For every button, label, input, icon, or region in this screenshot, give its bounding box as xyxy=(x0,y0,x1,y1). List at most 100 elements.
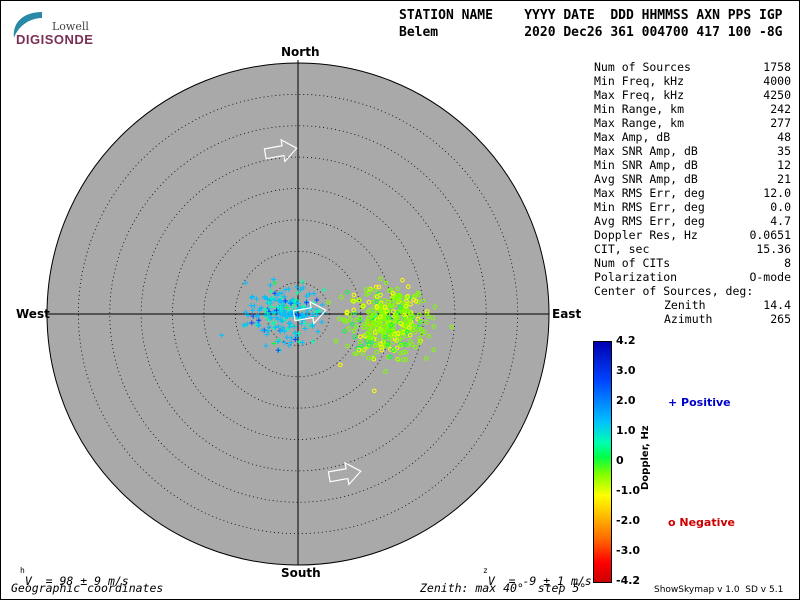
positive-source-point xyxy=(291,324,297,330)
negative-source-point xyxy=(400,277,405,283)
negative-source-point xyxy=(369,333,375,339)
positive-source-point xyxy=(310,338,316,344)
negative-source-point xyxy=(415,316,421,322)
positive-source-point xyxy=(272,297,278,303)
positive-source-point xyxy=(268,288,274,294)
positive-source-point xyxy=(284,304,290,310)
negative-source-point xyxy=(398,304,403,310)
negative-source-point xyxy=(390,333,395,338)
positive-source-point xyxy=(275,347,281,353)
negative-source-point xyxy=(388,322,394,328)
negative-source-point xyxy=(372,288,378,293)
positive-source-point xyxy=(278,304,283,310)
positive-source-point xyxy=(299,279,305,285)
stat-label: Min RMS Err, deg xyxy=(594,200,705,214)
positive-source-point xyxy=(270,321,276,327)
negative-source-point xyxy=(409,313,415,319)
negative-source-point xyxy=(354,351,360,356)
positive-source-point xyxy=(276,309,282,315)
negative-source-point xyxy=(407,317,413,323)
negative-source-point xyxy=(398,343,403,348)
vertical-velocity: V = -9 ± 1 m/s z xyxy=(474,560,592,602)
negative-source-point xyxy=(393,299,399,304)
positive-source-point xyxy=(280,303,286,309)
negative-source-point xyxy=(333,338,339,344)
negative-source-point xyxy=(351,292,357,298)
positive-source-point xyxy=(262,307,268,313)
negative-source-point xyxy=(366,290,372,296)
positive-source-point xyxy=(283,287,289,293)
positive-source-point xyxy=(294,333,300,339)
negative-source-point xyxy=(395,286,400,292)
positive-source-point xyxy=(271,277,277,282)
positive-source-point xyxy=(281,294,287,300)
negative-source-point xyxy=(404,329,410,335)
positive-source-point xyxy=(243,280,249,286)
positive-source-point xyxy=(250,308,256,313)
negative-source-point xyxy=(344,310,350,316)
negative-source-point xyxy=(387,336,392,341)
positive-source-point xyxy=(255,313,261,319)
positive-source-point xyxy=(292,330,298,336)
negative-source-point xyxy=(369,339,375,345)
negative-source-point xyxy=(383,280,389,286)
negative-source-point xyxy=(400,357,406,363)
positive-source-point xyxy=(315,312,321,318)
positive-source-point xyxy=(302,326,308,331)
negative-source-point xyxy=(395,357,401,362)
positive-source-point xyxy=(219,332,225,338)
stat-label: Max RMS Err, deg xyxy=(594,186,705,200)
negative-source-point xyxy=(392,313,397,319)
positive-source-point xyxy=(282,311,288,317)
stat-row: Max Range, km 277 xyxy=(594,116,791,130)
doppler-colorbar xyxy=(593,341,612,583)
negative-source-point xyxy=(402,308,408,313)
stat-row: Min SNR Amp, dB 12 xyxy=(594,158,791,172)
positive-source-point xyxy=(302,320,308,326)
software-version: ShowSkymap v 1.0 SD v 5.1 xyxy=(654,585,784,595)
compass-west: West xyxy=(16,307,50,321)
positive-source-point xyxy=(279,290,285,296)
positive-source-point xyxy=(243,309,249,315)
positive-source-point xyxy=(264,332,270,337)
negative-source-point xyxy=(370,355,376,360)
colorbar-tick-label: -1.0 xyxy=(616,484,641,497)
negative-source-point xyxy=(372,330,378,335)
negative-source-point xyxy=(374,305,380,310)
stat-value: 15.36 xyxy=(756,242,791,256)
negative-source-point xyxy=(431,347,437,353)
negative-source-point xyxy=(378,276,383,282)
negative-source-point xyxy=(365,309,371,315)
stat-label: Min Range, km xyxy=(594,102,685,116)
lowell-logo: Lowell DIGISONDE xyxy=(8,8,93,50)
positive-source-point xyxy=(281,308,287,314)
negative-source-point xyxy=(404,298,409,304)
positive-source-point xyxy=(262,295,268,301)
positive-source-point xyxy=(249,320,255,326)
negative-source-point xyxy=(360,351,366,356)
negative-source-point xyxy=(352,334,358,340)
negative-source-point xyxy=(416,292,421,297)
positive-source-point xyxy=(259,327,265,333)
positive-source-point xyxy=(254,296,259,302)
stat-row: Max Amp, dB 48 xyxy=(594,130,791,144)
stat-row: Min RMS Err, deg 0.0 xyxy=(594,200,791,214)
positive-source-point xyxy=(292,337,298,342)
stat-value: 277 xyxy=(770,116,791,130)
negative-source-point xyxy=(381,339,387,345)
positive-source-point xyxy=(314,307,320,313)
positive-source-point xyxy=(294,284,300,290)
negative-source-point xyxy=(372,343,378,349)
negative-source-point xyxy=(397,293,403,299)
stat-value: 4.7 xyxy=(770,214,791,228)
negative-source-point xyxy=(390,339,396,345)
negative-source-point xyxy=(338,294,344,300)
negative-source-point xyxy=(405,294,411,299)
negative-source-point xyxy=(449,324,454,330)
negative-source-point xyxy=(374,349,380,355)
colorbar-tick-label: 1.0 xyxy=(616,424,636,437)
compass-east: East xyxy=(552,307,582,321)
positive-source-point xyxy=(275,316,281,322)
stat-value: 12 xyxy=(777,158,791,172)
negative-source-point xyxy=(342,328,347,334)
